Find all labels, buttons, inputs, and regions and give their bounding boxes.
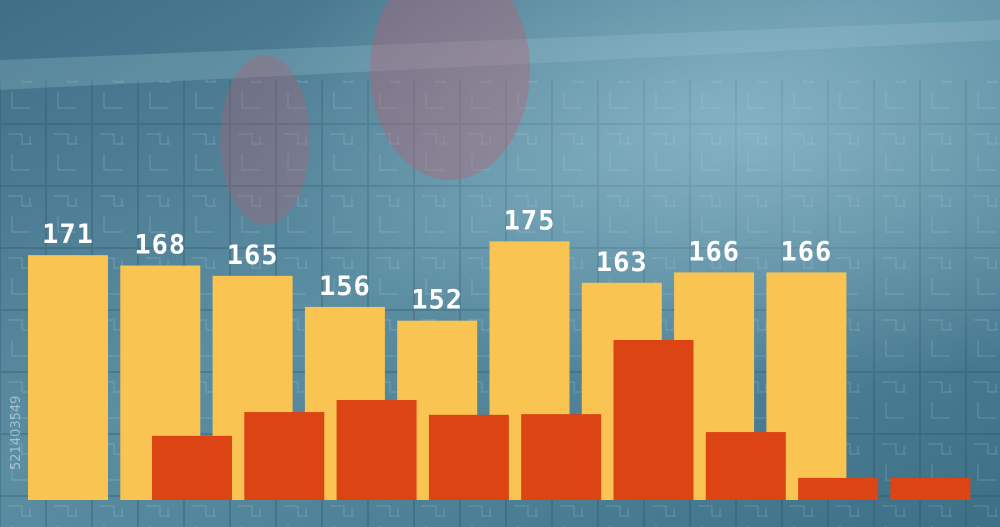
bar	[244, 412, 325, 500]
bar	[798, 477, 879, 500]
value-label: 168	[134, 230, 186, 261]
bar	[890, 477, 971, 500]
bar	[152, 435, 232, 500]
background-shape	[370, 0, 530, 180]
value-label: 152	[411, 285, 463, 316]
background-beam	[0, 20, 1000, 90]
background-shape	[220, 55, 310, 225]
value-label: 163	[596, 247, 648, 278]
bar	[613, 340, 694, 500]
value-label: 166	[688, 236, 740, 267]
bar	[705, 432, 786, 500]
value-label: 175	[504, 205, 556, 236]
watermark-id: 521403549	[9, 396, 24, 470]
bar	[28, 255, 108, 500]
value-label: 171	[42, 219, 94, 250]
value-label: 166	[781, 236, 833, 267]
value-label: 156	[319, 271, 371, 302]
value-label: 165	[227, 240, 279, 271]
bar	[428, 414, 509, 500]
bar	[336, 400, 417, 500]
bar	[521, 414, 602, 500]
